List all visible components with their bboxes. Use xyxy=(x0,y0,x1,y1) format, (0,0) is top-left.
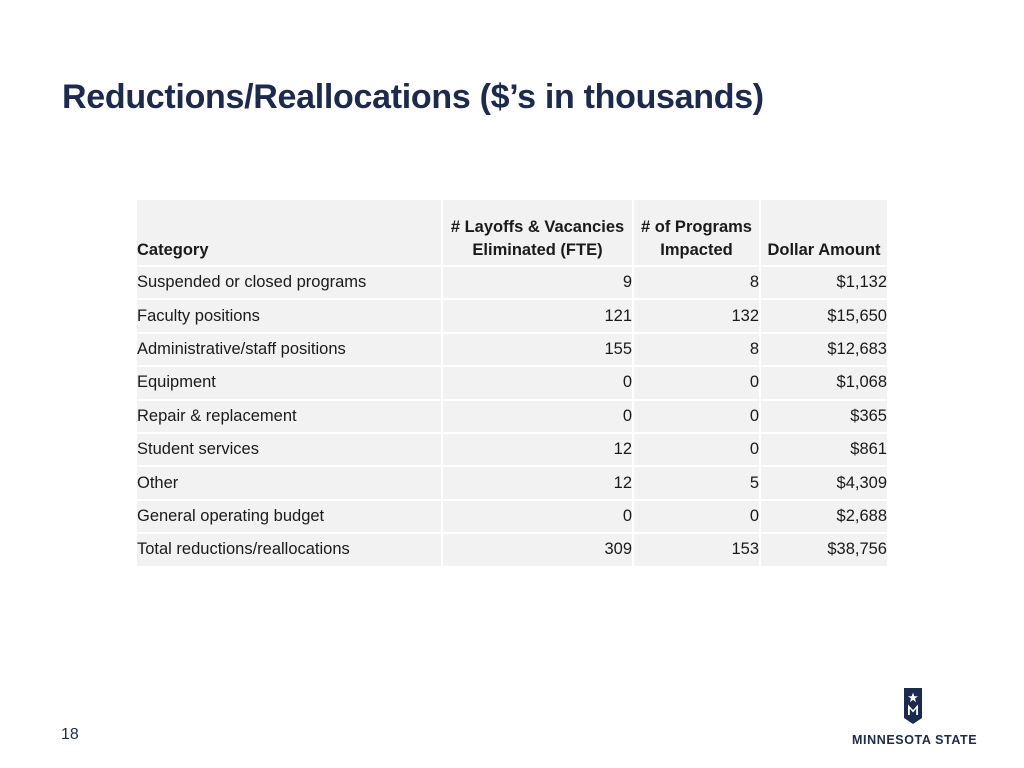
cell-programs: 8 xyxy=(634,333,761,368)
cell-dollar: $1,068 xyxy=(761,367,887,401)
cell-programs: 5 xyxy=(634,467,761,501)
cell-category: Suspended or closed programs xyxy=(137,267,443,301)
cell-layoffs: 0 xyxy=(443,400,634,434)
cell-dollar: $15,650 xyxy=(761,300,887,334)
cell-category: General operating budget xyxy=(137,500,443,535)
cell-layoffs: 9 xyxy=(443,267,634,301)
table-row: Suspended or closed programs 9 8 $1,132 xyxy=(137,267,887,301)
cell-programs: 153 xyxy=(634,534,761,568)
cell-programs: 132 xyxy=(634,300,761,334)
cell-category: Total reductions/reallocations xyxy=(137,534,443,568)
header-layoffs-line2: Eliminated (FTE) xyxy=(472,241,603,259)
logo-text: MINNESOTA STATE xyxy=(852,733,978,747)
table-row: Administrative/staff positions 155 8 $12… xyxy=(137,333,887,368)
header-programs: # of Programs Impacted xyxy=(634,200,761,267)
table-row: Equipment 0 0 $1,068 xyxy=(137,367,887,401)
table-row: General operating budget 0 0 $2,688 xyxy=(137,500,887,535)
cell-category: Administrative/staff positions xyxy=(137,333,443,368)
slide-title: Reductions/Reallocations ($’s in thousan… xyxy=(62,78,764,116)
header-category-label: Category xyxy=(137,241,209,259)
cell-dollar: $2,688 xyxy=(761,500,887,535)
page-number: 18 xyxy=(61,726,79,743)
table-row: Faculty positions 121 132 $15,650 xyxy=(137,300,887,334)
cell-dollar: $4,309 xyxy=(761,467,887,501)
cell-dollar: $12,683 xyxy=(761,333,887,368)
header-layoffs-line1: # Layoffs & Vacancies xyxy=(450,218,625,236)
cell-programs: 0 xyxy=(634,367,761,401)
cell-dollar: $861 xyxy=(761,433,887,468)
cell-layoffs: 155 xyxy=(443,333,634,368)
table-row: Other 12 5 $4,309 xyxy=(137,467,887,501)
cell-layoffs: 12 xyxy=(443,433,634,468)
cell-layoffs: 12 xyxy=(443,467,634,501)
header-dollar: Dollar Amount xyxy=(761,200,887,267)
cell-layoffs: 0 xyxy=(443,367,634,401)
header-programs-line1: # of Programs xyxy=(641,218,752,236)
header-dollar-label: Dollar Amount xyxy=(767,241,881,259)
cell-category: Equipment xyxy=(137,367,443,401)
table-row: Repair & replacement 0 0 $365 xyxy=(137,400,887,434)
minnesota-state-logo: MINNESOTA STATE xyxy=(852,688,978,748)
cell-layoffs: 0 xyxy=(443,500,634,535)
cell-layoffs: 121 xyxy=(443,300,634,334)
cell-dollar: $1,132 xyxy=(761,267,887,301)
cell-category: Faculty positions xyxy=(137,300,443,334)
cell-category: Student services xyxy=(137,433,443,468)
header-category: Category xyxy=(137,200,443,267)
cell-dollar: $38,756 xyxy=(761,534,887,568)
cell-programs: 0 xyxy=(634,400,761,434)
table-row-total: Total reductions/reallocations 309 153 $… xyxy=(137,534,887,568)
reductions-table: Category # Layoffs & Vacancies Eliminate… xyxy=(137,200,887,568)
table-header-row: Category # Layoffs & Vacancies Eliminate… xyxy=(137,200,887,267)
cell-category: Repair & replacement xyxy=(137,400,443,434)
header-programs-line2: Impacted xyxy=(660,241,733,259)
header-layoffs: # Layoffs & Vacancies Eliminated (FTE) xyxy=(443,200,634,267)
table-row: Student services 12 0 $861 xyxy=(137,433,887,468)
minnesota-state-star-icon xyxy=(904,688,922,724)
cell-programs: 8 xyxy=(634,267,761,301)
cell-category: Other xyxy=(137,467,443,501)
cell-layoffs: 309 xyxy=(443,534,634,568)
cell-programs: 0 xyxy=(634,500,761,535)
cell-programs: 0 xyxy=(634,433,761,468)
cell-dollar: $365 xyxy=(761,400,887,434)
